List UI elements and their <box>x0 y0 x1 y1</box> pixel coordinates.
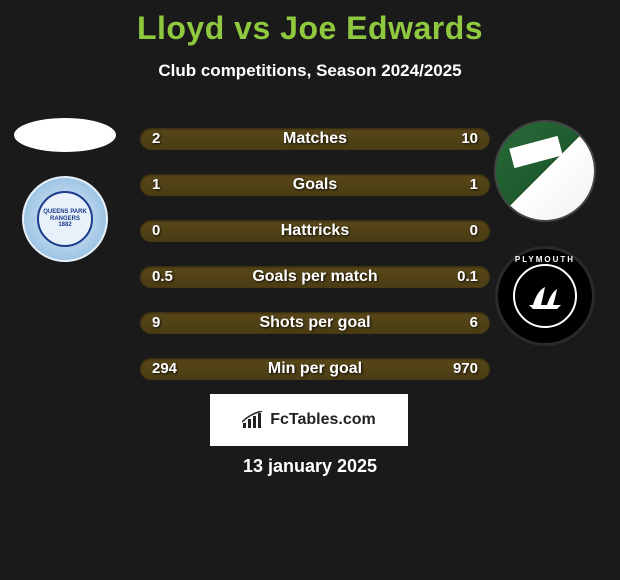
subtitle: Club competitions, Season 2024/2025 <box>0 61 620 81</box>
qpr-badge-text-top: QUEENS PARK <box>43 209 87 216</box>
stat-row: 1 Goals 1 <box>140 174 490 196</box>
stat-row: 2 Matches 10 <box>140 128 490 150</box>
stat-label: Shots per goal <box>140 312 490 334</box>
page-title: Lloyd vs Joe Edwards <box>0 0 620 47</box>
stat-value-right: 1 <box>470 174 478 196</box>
stats-container: 2 Matches 10 1 Goals 1 0 Hattricks 0 0.5… <box>140 128 490 404</box>
stat-value-right: 0.1 <box>457 266 478 288</box>
qpr-badge-inner: QUEENS PARK RANGERS 1882 <box>37 191 93 247</box>
qpr-badge-text-mid: RANGERS <box>50 216 80 223</box>
ship-icon <box>523 281 567 311</box>
stat-label: Matches <box>140 128 490 150</box>
plymouth-badge-text: PLYMOUTH <box>515 255 575 264</box>
date-label: 13 january 2025 <box>0 456 620 477</box>
stat-value-right: 10 <box>461 128 478 150</box>
stat-label: Min per goal <box>140 358 490 380</box>
stat-row: 0.5 Goals per match 0.1 <box>140 266 490 288</box>
left-player-column: QUEENS PARK RANGERS 1882 <box>10 118 120 262</box>
plymouth-badge-inner <box>513 264 577 328</box>
stat-row: 0 Hattricks 0 <box>140 220 490 242</box>
stat-value-right: 970 <box>453 358 478 380</box>
stat-label: Hattricks <box>140 220 490 242</box>
stat-row: 294 Min per goal 970 <box>140 358 490 380</box>
qpr-badge-year: 1882 <box>58 222 71 229</box>
club-badge-qpr: QUEENS PARK RANGERS 1882 <box>22 176 108 262</box>
right-player-column: PLYMOUTH <box>490 120 600 346</box>
brand-watermark: FcTables.com <box>210 394 408 446</box>
club-badge-green <box>494 120 596 222</box>
club-badge-plymouth: PLYMOUTH <box>495 246 595 346</box>
brand-text: FcTables.com <box>270 411 376 429</box>
bars-growth-icon <box>242 411 264 429</box>
stat-value-right: 6 <box>470 312 478 334</box>
stat-label: Goals <box>140 174 490 196</box>
stat-label: Goals per match <box>140 266 490 288</box>
stat-value-right: 0 <box>470 220 478 242</box>
stat-row: 9 Shots per goal 6 <box>140 312 490 334</box>
player-photo-placeholder-left <box>14 118 116 152</box>
